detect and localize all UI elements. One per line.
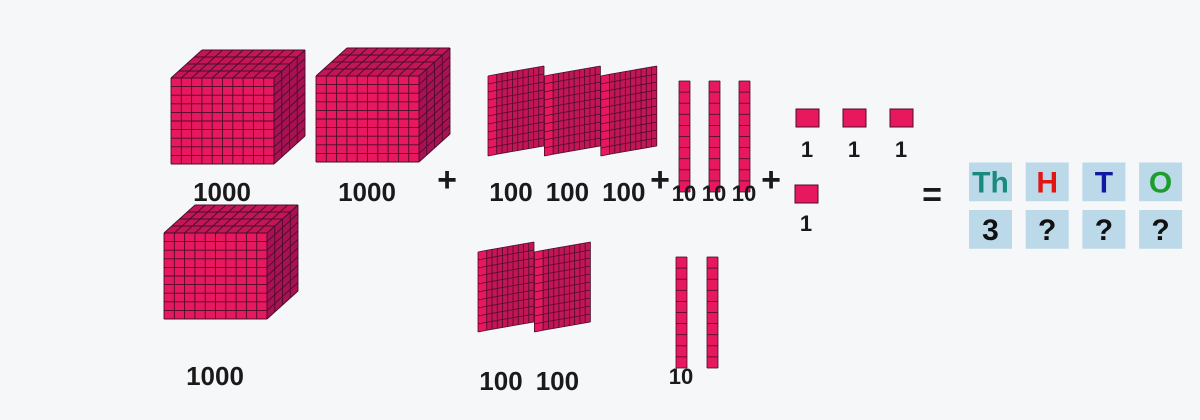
svg-text:1000: 1000 [186, 361, 244, 391]
svg-text:100: 100 [546, 177, 589, 207]
svg-text:1: 1 [801, 137, 813, 162]
svg-text:100: 100 [489, 177, 532, 207]
svg-text:10: 10 [732, 181, 756, 206]
svg-text:O: O [1149, 167, 1172, 200]
svg-text:?: ? [1038, 214, 1056, 247]
svg-text:1: 1 [895, 137, 907, 162]
svg-text:3: 3 [982, 214, 999, 247]
svg-text:1: 1 [800, 211, 812, 236]
svg-text:10: 10 [702, 181, 726, 206]
svg-text:1: 1 [848, 137, 860, 162]
svg-text:1000: 1000 [193, 177, 251, 207]
svg-text:H: H [1036, 167, 1058, 200]
svg-text:Th: Th [972, 167, 1009, 200]
svg-text:+: + [761, 161, 781, 199]
svg-text:100: 100 [479, 366, 522, 396]
svg-text:=: = [922, 176, 942, 214]
svg-text:?: ? [1095, 214, 1113, 247]
svg-text:?: ? [1151, 214, 1169, 247]
svg-text:10: 10 [669, 364, 693, 389]
svg-text:10: 10 [672, 181, 696, 206]
svg-text:100: 100 [536, 366, 579, 396]
svg-text:+: + [650, 161, 670, 199]
svg-text:100: 100 [602, 177, 645, 207]
svg-text:1000: 1000 [338, 177, 396, 207]
svg-text:+: + [437, 161, 457, 199]
svg-text:T: T [1095, 167, 1113, 200]
